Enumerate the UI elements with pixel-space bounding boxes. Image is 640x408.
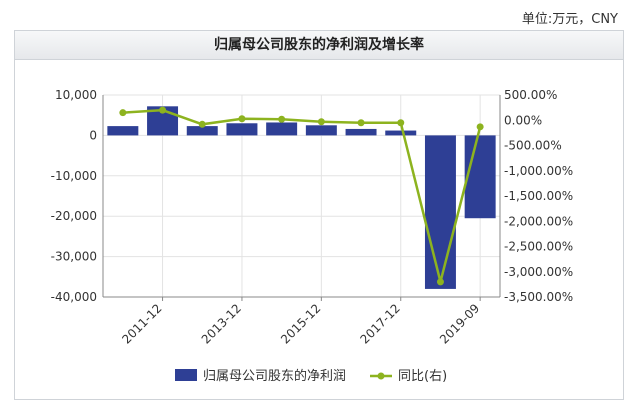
bar-2017-12 <box>385 130 417 136</box>
growth-point-2014-12 <box>278 115 286 123</box>
x-tick-label: 2011-12 <box>119 301 164 346</box>
y-right-tick-label: -1,500.00% <box>504 189 573 203</box>
y-left-tick-label: -40,000 <box>51 290 97 304</box>
x-tick-label: 2019-09 <box>437 301 482 346</box>
growth-point-2018-12 <box>436 278 444 286</box>
y-right-tick-label: -2,500.00% <box>504 240 573 254</box>
chart-title: 归属母公司股东的净利润及增长率 <box>15 31 623 60</box>
growth-point-2016-12 <box>357 119 365 127</box>
y-right-tick-label: 500.00% <box>504 88 557 102</box>
growth-point-2011-12 <box>159 106 167 114</box>
y-right-tick-label: -500.00% <box>504 139 562 153</box>
y-left-tick-label: -10,000 <box>51 169 97 183</box>
unit-label: 单位:万元，CNY <box>521 12 618 27</box>
y-left-tick-label: -20,000 <box>51 209 97 223</box>
legend-line-label: 同比(右) <box>398 369 447 384</box>
y-right-tick-label: -3,000.00% <box>504 265 573 279</box>
growth-point-2017-12 <box>397 119 405 127</box>
x-tick-label: 2013-12 <box>199 301 244 346</box>
growth-point-2012-12 <box>198 120 206 128</box>
bar-2015-12 <box>305 125 337 136</box>
bar-2013-12 <box>226 123 258 136</box>
bar-2019-09 <box>464 135 496 219</box>
growth-point-2011-06 <box>119 109 127 117</box>
y-left-tick-label: -30,000 <box>51 250 97 264</box>
y-right-tick-label: 0.00% <box>504 113 542 127</box>
legend-line-marker <box>377 372 385 380</box>
growth-point-2019-09 <box>476 123 484 131</box>
x-tick-label: 2015-12 <box>278 301 323 346</box>
y-right-tick-label: -3,500.00% <box>504 290 573 304</box>
bar-2011-06 <box>107 126 139 136</box>
y-left-tick-label: 10,000 <box>55 88 97 102</box>
bar-2012-12 <box>186 126 218 136</box>
legend-bar-label: 归属母公司股东的净利润 <box>203 368 346 384</box>
legend-bar-swatch <box>175 369 197 381</box>
bar-2014-12 <box>266 122 298 136</box>
y-right-tick-label: -1,000.00% <box>504 164 573 178</box>
y-right-tick-label: -2,000.00% <box>504 214 573 228</box>
chart-panel: 归属母公司股东的净利润及增长率 <box>14 30 624 400</box>
x-tick-label: 2017-12 <box>358 301 403 346</box>
bar-2016-12 <box>345 128 377 136</box>
growth-line <box>122 108 482 283</box>
growth-point-2015-12 <box>317 118 325 126</box>
growth-point-2013-12 <box>238 115 246 123</box>
bar-2018-12 <box>424 135 456 289</box>
y-left-tick-label: 0 <box>89 128 97 142</box>
